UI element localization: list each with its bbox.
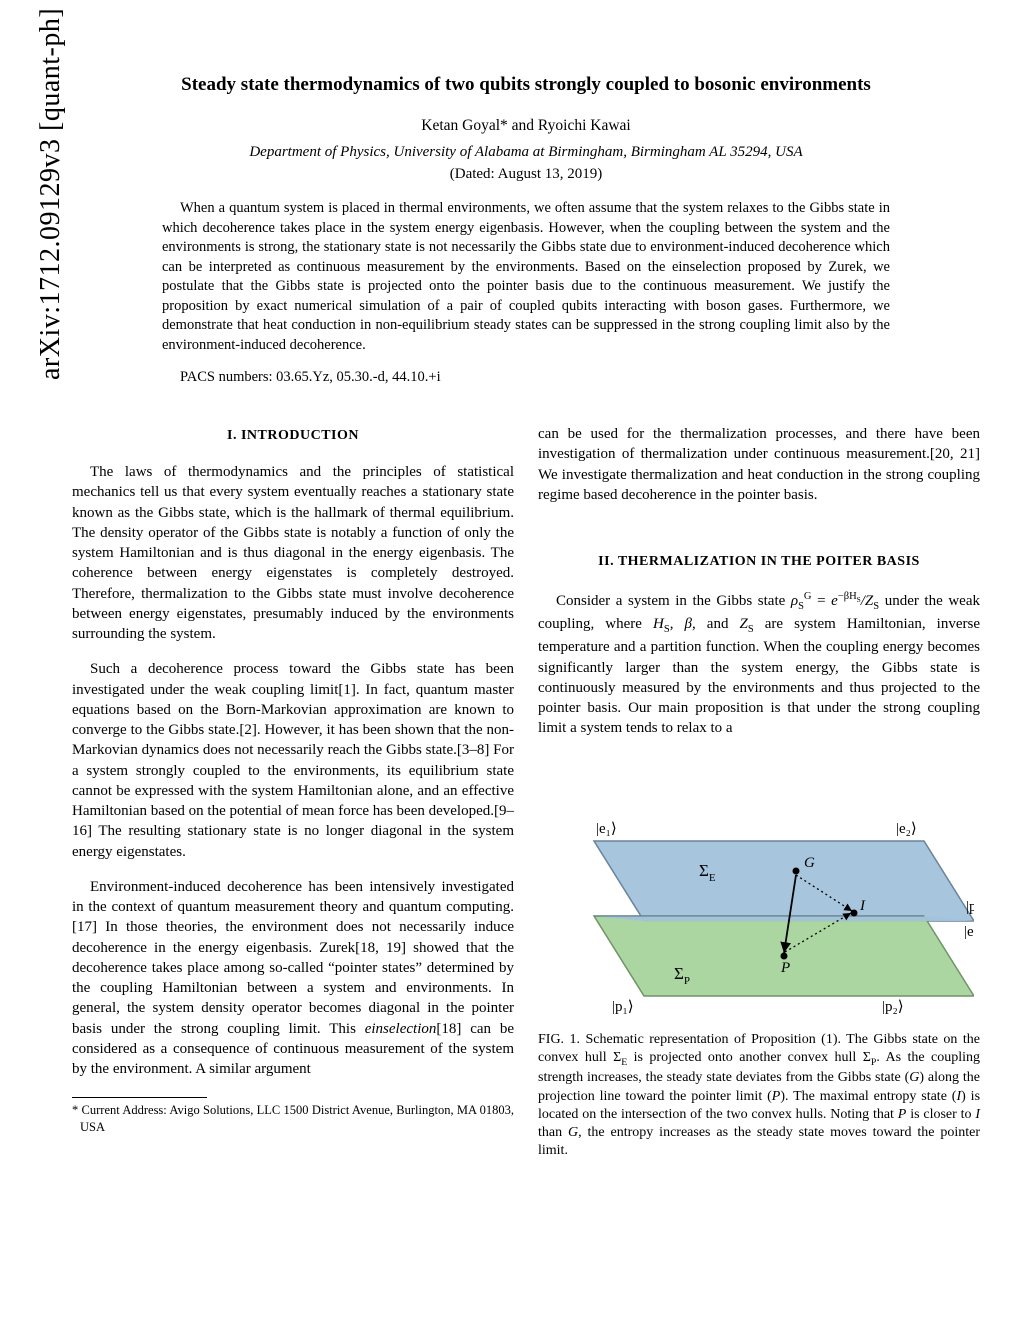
sec2-p1-math2: HS, β, and ZS [653, 616, 754, 632]
svg-text:|p₂⟩: |p₂⟩ [882, 999, 904, 1015]
sec2-p1-pre: Consider a system in the Gibbs state [556, 593, 791, 609]
footnote-text: Current Address: Avigo Solutions, LLC 15… [80, 1103, 514, 1133]
figure-1-wrap: GIPΣEΣP|e₁⟩|e₂⟩|e₃⟩|p₁⟩|p₂⟩|p₃⟩ FIG. 1. … [538, 761, 980, 1161]
svg-text:|e₁⟩: |e₁⟩ [596, 821, 617, 837]
left-column: I. INTRODUCTION The laws of thermodynami… [72, 409, 514, 1160]
right-column-continue: can be used for the thermalization proce… [538, 424, 980, 505]
two-column-body: I. INTRODUCTION The laws of thermodynami… [72, 409, 980, 1160]
intro-para-3: Environment-induced decoherence has been… [72, 877, 514, 1080]
svg-text:P: P [780, 960, 790, 976]
author-footnote: * Current Address: Avigo Solutions, LLC … [72, 1102, 514, 1135]
svg-text:G: G [804, 855, 815, 871]
date: (Dated: August 13, 2019) [72, 164, 980, 184]
footnote-separator [72, 1097, 207, 1098]
figure-1-caption: FIG. 1. Schematic representation of Prop… [538, 1031, 980, 1161]
affiliation: Department of Physics, University of Ala… [72, 142, 980, 162]
svg-text:|p₃⟩: |p₃⟩ [966, 899, 974, 915]
intro-para-2: Such a decoherence process toward the Gi… [72, 659, 514, 862]
svg-text:I: I [859, 898, 866, 914]
abstract: When a quantum system is placed in therm… [162, 199, 890, 356]
footnote-marker: * [72, 1103, 78, 1117]
section-2-heading: II. THERMALIZATION IN THE POITER BASIS [538, 553, 980, 572]
section-1-heading: I. INTRODUCTION [72, 427, 514, 446]
svg-text:|e₂⟩: |e₂⟩ [896, 821, 917, 837]
arxiv-id: arXiv:1712.09129v3 [quant-ph] 9 Aug 2019 [35, 0, 66, 380]
sec2-p1-post: are system Hamiltonian, inverse temperat… [538, 616, 980, 736]
paper-title: Steady state thermodynamics of two qubit… [72, 72, 980, 98]
authors-line: Ketan Goyal* and Ryoichi Kawai [72, 116, 980, 137]
svg-text:|p₁⟩: |p₁⟩ [612, 999, 634, 1015]
pacs-numbers: PACS numbers: 03.65.Yz, 05.30.-d, 44.10.… [162, 368, 890, 388]
authors-text: Ketan Goyal* and Ryoichi Kawai [421, 117, 630, 134]
paper-content: Steady state thermodynamics of two qubit… [72, 72, 980, 1160]
figure-1-svg: GIPΣEΣP|e₁⟩|e₂⟩|e₃⟩|p₁⟩|p₂⟩|p₃⟩ [544, 761, 974, 1021]
section-2-para-1: Consider a system in the Gibbs state ρSG… [538, 590, 980, 739]
right-column: can be used for the thermalization proce… [538, 409, 980, 1160]
sec2-p1-math: ρSG = e−βHS/ZS [791, 593, 879, 609]
arxiv-banner: arXiv:1712.09129v3 [quant-ph] 9 Aug 2019 [32, 0, 70, 380]
intro-para-1: The laws of thermodynamics and the princ… [72, 462, 514, 644]
svg-text:|e₃⟩: |e₃⟩ [964, 924, 974, 940]
